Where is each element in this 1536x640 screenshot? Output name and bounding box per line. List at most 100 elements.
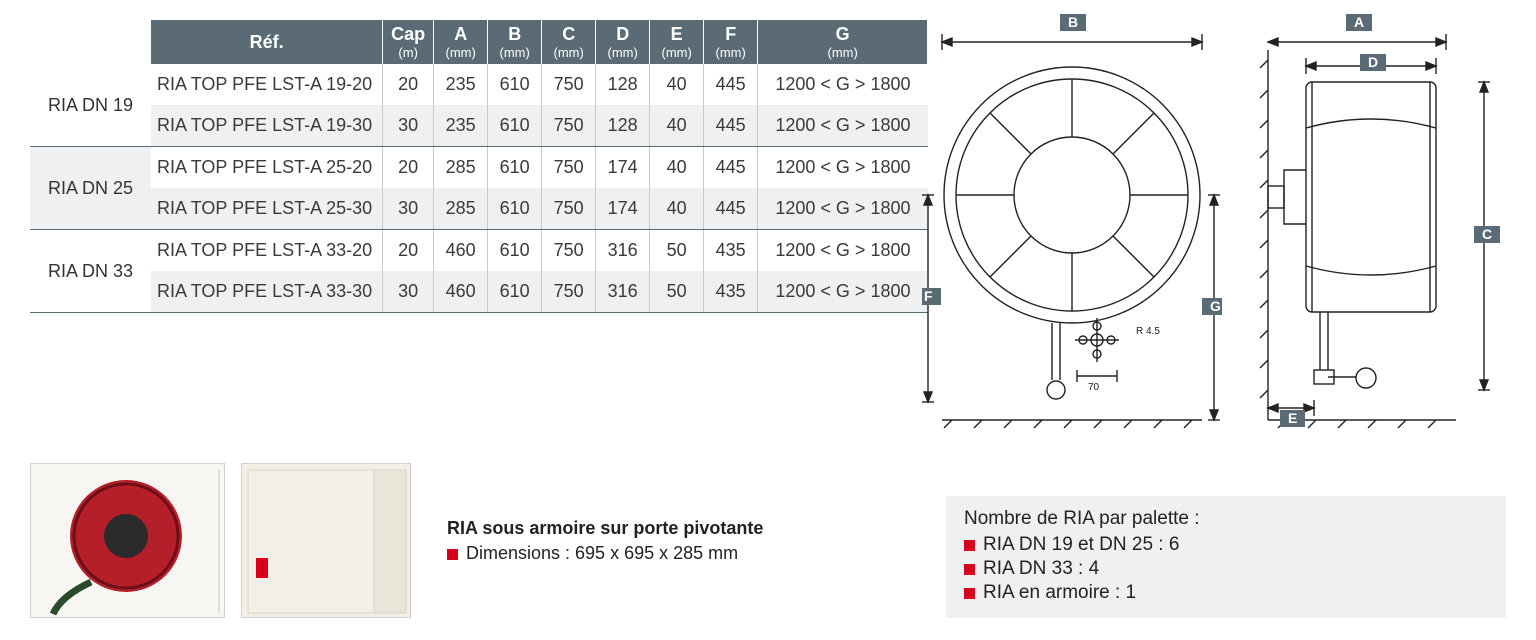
cell-value: 285 [434, 188, 488, 230]
diagram-front: B F G R 4.5 70 [922, 10, 1222, 430]
group-label: RIA DN 33 [30, 230, 151, 313]
cell-value: 445 [704, 105, 758, 147]
table-row: RIA DN 25RIA TOP PFE LST-A 25-2020285610… [30, 147, 928, 189]
dim-tag-f: F [922, 288, 941, 305]
cell-value: 50 [650, 230, 704, 272]
bullet-icon [964, 540, 975, 551]
photo-closed-cabinet [241, 463, 411, 618]
table-row: RIA DN 19RIA TOP PFE LST-A 19-2020235610… [30, 64, 928, 105]
cell-value: 610 [488, 230, 542, 272]
col-a: A(mm) [434, 20, 488, 64]
table-row: RIA DN 33RIA TOP PFE LST-A 33-2020460610… [30, 230, 928, 272]
pallet-box: Nombre de RIA par palette : RIA DN 19 et… [946, 496, 1506, 618]
cell-value: 20 [383, 64, 434, 105]
cell-value: 435 [704, 230, 758, 272]
cell-ref: RIA TOP PFE LST-A 25-20 [151, 147, 383, 189]
group-header [30, 20, 151, 64]
group-label: RIA DN 19 [30, 64, 151, 147]
col-d: D(mm) [596, 20, 650, 64]
cell-value: 128 [596, 105, 650, 147]
col-c: C(mm) [542, 20, 596, 64]
dim-tag-g: G [1202, 298, 1222, 315]
cell-value: 50 [650, 271, 704, 313]
col-b: B(mm) [488, 20, 542, 64]
cell-value: 30 [383, 188, 434, 230]
cell-value: 40 [650, 147, 704, 189]
cell-value: 235 [434, 105, 488, 147]
cell-value: 316 [596, 271, 650, 313]
pallet-item: RIA en armoire : 1 [983, 582, 1136, 603]
dim-tag-a: A [1346, 14, 1372, 31]
col-ref: Réf. [151, 20, 383, 64]
cell-value: 610 [488, 147, 542, 189]
col-g: G(mm) [758, 20, 928, 64]
cell-value: 750 [542, 147, 596, 189]
cell-ref: RIA TOP PFE LST-A 19-30 [151, 105, 383, 147]
cabinet-text: RIA sous armoire sur porte pivotante Dim… [447, 518, 763, 564]
dim-tag-d: D [1360, 54, 1386, 71]
dim-tag-e: E [1280, 410, 1305, 427]
col-cap: Cap(m) [383, 20, 434, 64]
cell-ref: RIA TOP PFE LST-A 33-20 [151, 230, 383, 272]
photo-open-cabinet [30, 463, 225, 618]
detail-radius: R 4.5 [1136, 326, 1160, 337]
cell-value: 285 [434, 147, 488, 189]
diagram-side: A C D E [1256, 10, 1506, 430]
cell-value: 435 [704, 271, 758, 313]
cell-value: 20 [383, 230, 434, 272]
cell-value: 750 [542, 271, 596, 313]
cell-value: 128 [596, 64, 650, 105]
cell-value: 445 [704, 188, 758, 230]
cell-value: 610 [488, 188, 542, 230]
cell-value: 40 [650, 188, 704, 230]
pallet-item: RIA DN 33 : 4 [983, 558, 1099, 579]
table-row: RIA TOP PFE LST-A 33-3030460610750316504… [30, 271, 928, 313]
col-f: F(mm) [704, 20, 758, 64]
cell-value: 750 [542, 230, 596, 272]
cell-value: 1200 < G > 1800 [758, 188, 928, 230]
bottom-row: RIA sous armoire sur porte pivotante Dim… [30, 463, 763, 618]
spec-table: Réf. Cap(m) A(mm) B(mm) C(mm) D(mm) E(mm… [30, 20, 928, 313]
pallet-title: Nombre de RIA par palette : [964, 508, 1488, 530]
col-e: E(mm) [650, 20, 704, 64]
cell-ref: RIA TOP PFE LST-A 33-30 [151, 271, 383, 313]
dim-tag-b: B [1060, 14, 1086, 31]
cell-value: 235 [434, 64, 488, 105]
cell-value: 445 [704, 147, 758, 189]
cell-value: 750 [542, 188, 596, 230]
table-row: RIA TOP PFE LST-A 19-3030235610750128404… [30, 105, 928, 147]
col-ref-label: Réf. [250, 32, 284, 52]
detail-width: 70 [1088, 382, 1100, 393]
cell-value: 1200 < G > 1800 [758, 230, 928, 272]
cell-value: 445 [704, 64, 758, 105]
bullet-icon [447, 549, 458, 560]
pallet-item: RIA DN 19 et DN 25 : 6 [983, 534, 1179, 555]
cabinet-dimensions: Dimensions : 695 x 695 x 285 mm [466, 543, 738, 563]
table-row: RIA TOP PFE LST-A 25-3030285610750174404… [30, 188, 928, 230]
cell-value: 610 [488, 271, 542, 313]
cell-value: 174 [596, 188, 650, 230]
cell-value: 1200 < G > 1800 [758, 147, 928, 189]
cell-value: 460 [434, 271, 488, 313]
cell-value: 610 [488, 105, 542, 147]
cell-value: 20 [383, 147, 434, 189]
cell-ref: RIA TOP PFE LST-A 19-20 [151, 64, 383, 105]
cell-value: 316 [596, 230, 650, 272]
bullet-icon [964, 564, 975, 575]
cell-value: 30 [383, 271, 434, 313]
cell-value: 610 [488, 64, 542, 105]
cell-value: 1200 < G > 1800 [758, 271, 928, 313]
cell-value: 460 [434, 230, 488, 272]
group-label: RIA DN 25 [30, 147, 151, 230]
cell-value: 40 [650, 64, 704, 105]
cell-value: 40 [650, 105, 704, 147]
cell-ref: RIA TOP PFE LST-A 25-30 [151, 188, 383, 230]
cell-value: 1200 < G > 1800 [758, 64, 928, 105]
cell-value: 750 [542, 64, 596, 105]
bullet-icon [964, 588, 975, 599]
tech-diagrams: B F G R 4.5 70 [922, 10, 1506, 430]
cabinet-title: RIA sous armoire sur porte pivotante [447, 518, 763, 539]
dim-tag-c: C [1474, 226, 1500, 243]
cell-value: 750 [542, 105, 596, 147]
cell-value: 174 [596, 147, 650, 189]
